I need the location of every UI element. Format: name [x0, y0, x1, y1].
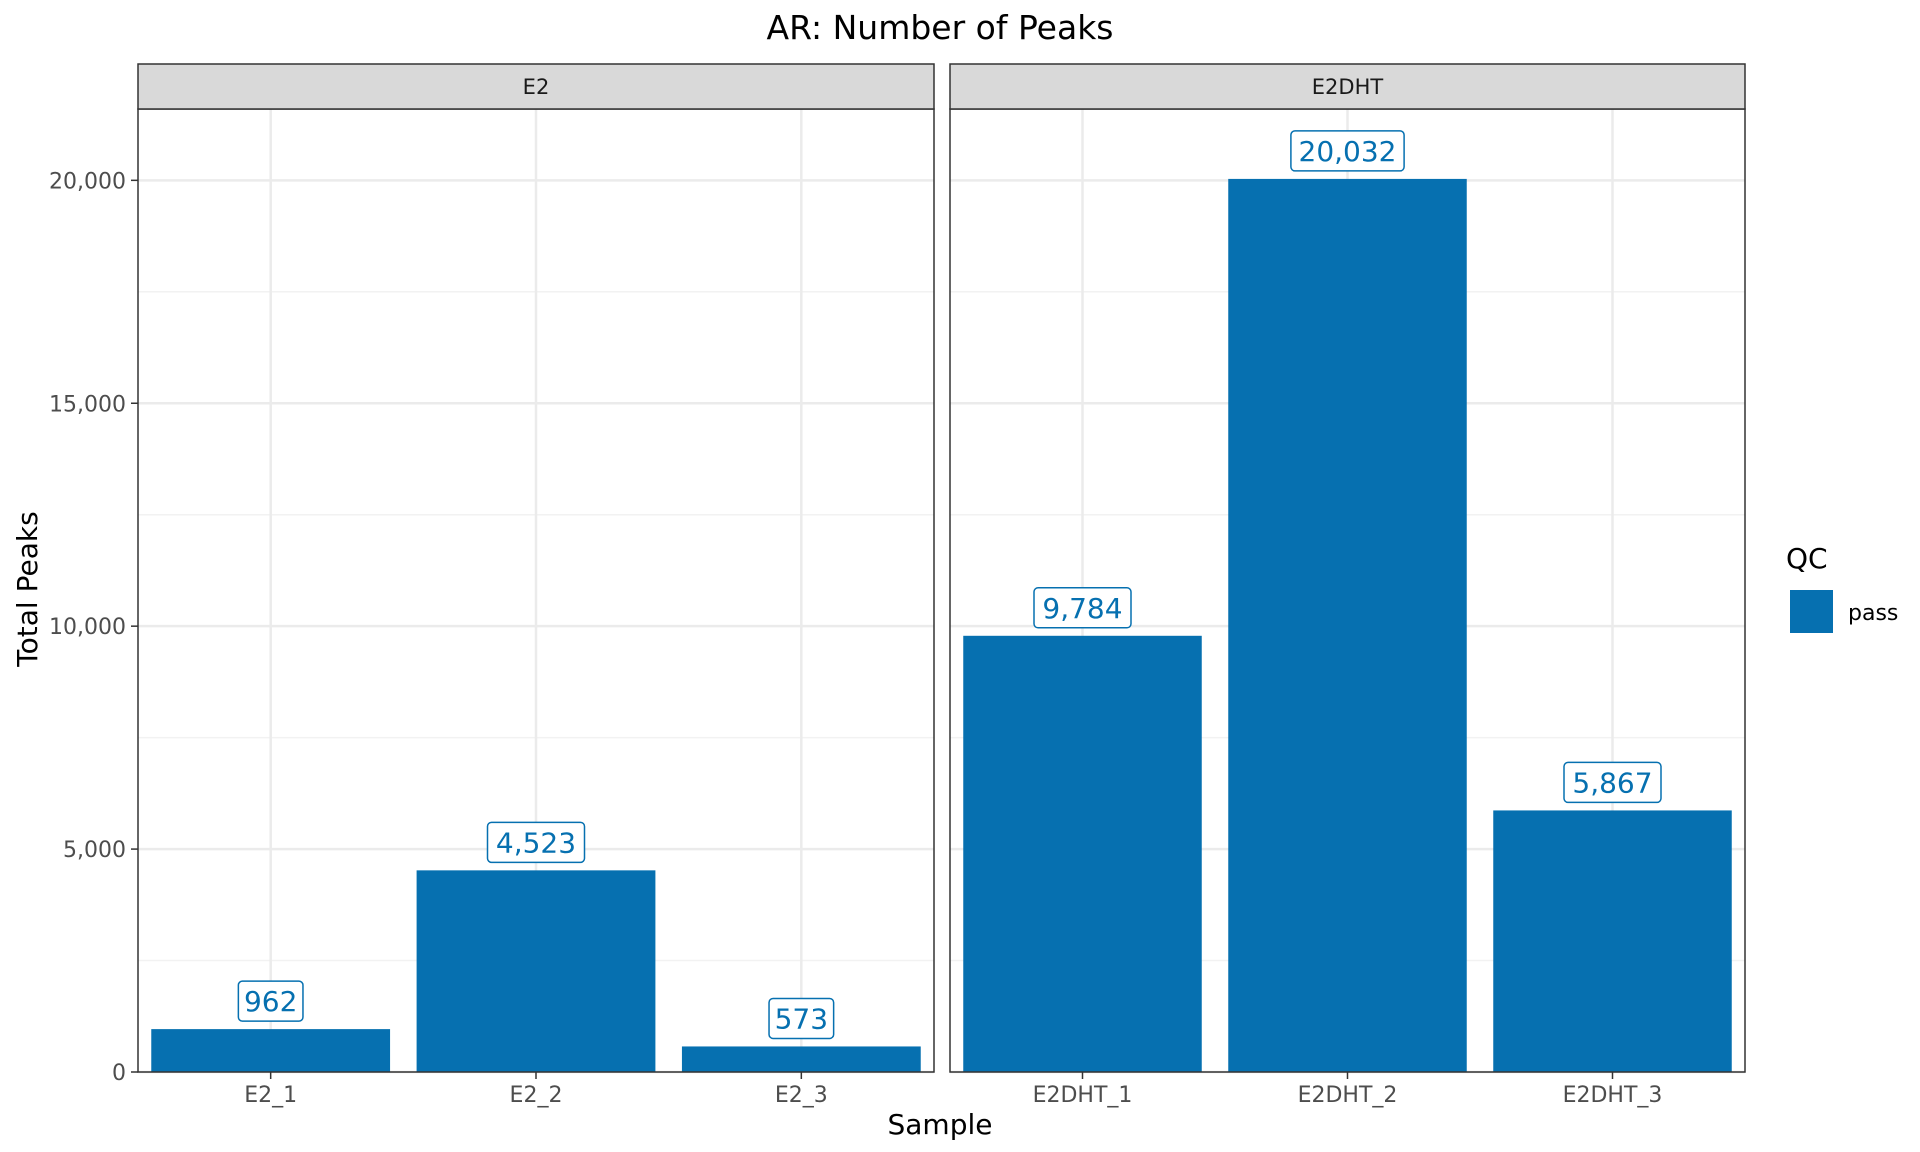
x-tick-label: E2DHT_3	[1563, 1083, 1663, 1108]
data-label-text: 20,032	[1299, 135, 1397, 168]
y-tick-label: 10,000	[49, 615, 126, 640]
bar-e2dht_1	[963, 635, 1202, 1072]
y-tick-label: 0	[112, 1061, 126, 1086]
bar-e2_3	[681, 1046, 921, 1072]
y-axis-title: Total Peaks	[11, 511, 44, 667]
chart-title: AR: Number of Peaks	[767, 8, 1114, 47]
data-label-box	[237, 980, 304, 1022]
facet-panel-e2: 962 4,523 573 E2 E2_1 E2_2 E2_3	[137, 63, 935, 1108]
legend-key-pass	[1790, 590, 1833, 633]
data-label-e2dht_2: 20,032	[1290, 130, 1405, 172]
data-label-text: 962	[244, 985, 297, 1018]
legend-title: QC	[1786, 542, 1828, 575]
bar-e2dht_3	[1493, 810, 1732, 1072]
y-tick-label: 5,000	[63, 838, 126, 863]
facet-strip	[137, 63, 935, 110]
data-label-e2dht_3: 5,867	[1563, 761, 1662, 804]
x-tick-label: E2_1	[244, 1083, 297, 1108]
data-label-e2_1: 962	[237, 980, 304, 1022]
facet-strip	[949, 63, 1746, 110]
facet-panels: 962 4,523 573 E2 E2_1 E2_2 E2_3 9,784 20,032 5,86…	[137, 63, 1746, 1108]
data-label-box	[1033, 587, 1132, 629]
x-tick-label: E2_3	[775, 1083, 828, 1108]
data-label-text: 4,523	[496, 826, 576, 859]
data-label-text: 9,784	[1042, 592, 1122, 625]
y-axis: 0 5,000 10,000 15,000 20,000	[49, 169, 138, 1086]
x-axis-title: Sample	[888, 1108, 993, 1141]
x-tick-label: E2DHT_2	[1298, 1083, 1398, 1108]
y-tick-label: 20,000	[49, 169, 126, 194]
data-label-box	[486, 821, 586, 864]
data-label-box	[1290, 130, 1405, 172]
x-tick-label: E2DHT_1	[1033, 1083, 1133, 1108]
data-label-text: 5,867	[1572, 766, 1652, 799]
facet-strip-label: E2DHT	[1312, 75, 1384, 99]
legend: QC pass	[1786, 542, 1898, 633]
data-label-e2dht_1: 9,784	[1033, 587, 1132, 629]
facet-panel-e2dht: 9,784 20,032 5,867 E2DHT E2DHT_1 E2DHT_2 E2DHT…	[949, 63, 1746, 1108]
bar-e2_1	[151, 1029, 391, 1072]
bar-e2dht_2	[1228, 178, 1467, 1072]
data-label-e2_2: 4,523	[486, 821, 586, 864]
facet-strip-label: E2	[523, 75, 550, 99]
legend-label-pass: pass	[1848, 601, 1898, 626]
y-tick-label: 15,000	[49, 392, 126, 417]
data-label-e2_3: 573	[768, 997, 835, 1040]
data-label-box	[1563, 761, 1662, 804]
x-tick-label: E2_2	[510, 1083, 563, 1108]
data-label-text: 573	[775, 1002, 828, 1035]
bar-e2_2	[416, 870, 656, 1072]
data-label-box	[768, 997, 835, 1040]
